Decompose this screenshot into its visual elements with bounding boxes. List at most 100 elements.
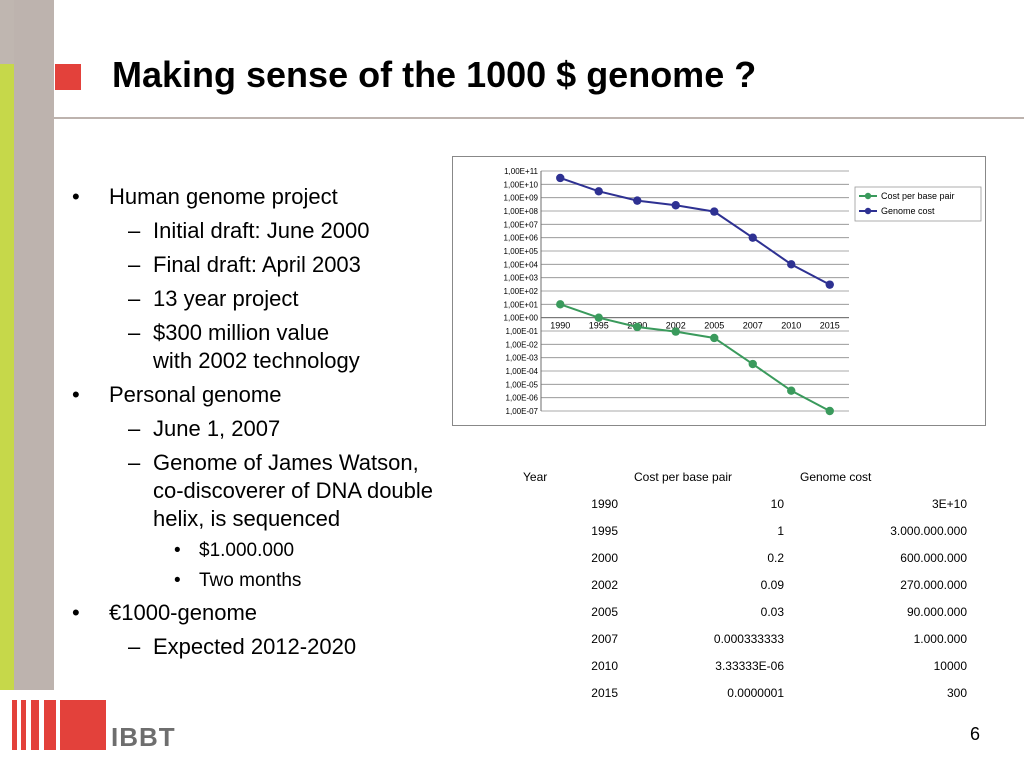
x-tick-label: 2010 xyxy=(781,321,801,331)
table-header-row: Year Cost per base pair Genome cost xyxy=(515,463,975,490)
data-point xyxy=(671,201,680,210)
table-cell-cost-per-bp: 1 xyxy=(777,523,784,538)
bullet-text: Two months xyxy=(199,570,302,591)
bullet-marker: • xyxy=(72,600,80,625)
cost-table: Year Cost per base pair Genome cost 1990… xyxy=(515,463,975,706)
table-cell-cost-per-bp: 3.33333E-06 xyxy=(715,658,784,673)
sub-bullet-item: – $300 million value with 2002 technology xyxy=(70,319,490,375)
table-cell-year: 1990 xyxy=(591,496,618,511)
bullet-text: Initial draft: June 2000 xyxy=(153,218,370,243)
legend-entry: Cost per base pair xyxy=(881,191,955,201)
table-cell-year: 1995 xyxy=(591,523,618,538)
table-cell-genome-cost: 3E+10 xyxy=(931,496,967,511)
sub-sub-bullet-item: • Two months xyxy=(70,569,490,593)
data-point xyxy=(556,173,565,183)
x-tick-label: 1995 xyxy=(589,321,609,331)
table-cell-genome-cost: 90.000.000 xyxy=(906,604,967,619)
series-line xyxy=(559,303,831,412)
title-divider xyxy=(14,117,1024,119)
bullet-marker: – xyxy=(128,416,141,441)
table-cell-genome-cost: 1.000.000 xyxy=(913,631,967,646)
table-row: 1990 10 3E+10 xyxy=(515,490,975,517)
slide-title: Making sense of the 1000 $ genome ? xyxy=(112,54,757,95)
cost-chart: 1,00E+11 1,00E+10 1,00E+09 1,00E+08 1,00E+07… xyxy=(452,156,986,426)
y-tick-label: 1,00E+07 xyxy=(504,220,539,229)
table-cell-cost-per-bp: 0.0000001 xyxy=(727,685,784,700)
bullet-marker: • xyxy=(174,540,181,561)
data-point xyxy=(633,322,642,332)
bullet-text: 13 year project xyxy=(153,286,299,311)
sub-bullet-item: – Initial draft: June 2000 xyxy=(70,217,490,245)
bullet-text: helix, is sequenced xyxy=(153,506,341,531)
data-point xyxy=(556,300,565,309)
table-cell-cost-per-bp: 0.03 xyxy=(760,604,784,619)
x-tick-label: 2007 xyxy=(743,321,763,331)
logo-stripe xyxy=(31,700,39,750)
y-tick-label: 1,00E+08 xyxy=(504,207,539,216)
bullet-marker: • xyxy=(72,184,80,209)
logo-stripe xyxy=(12,700,17,750)
bullet-marker: – xyxy=(128,252,141,277)
table-row: 1995 1 3.000.000.000 xyxy=(515,517,975,544)
y-tick-label: 1,00E+05 xyxy=(504,247,539,256)
bullet-text: Human genome project xyxy=(109,184,338,209)
sub-bullet-item: – June 1, 2007 xyxy=(70,415,490,443)
table-row: 2015 0.0000001 300 xyxy=(515,679,975,706)
data-point xyxy=(748,233,757,242)
y-tick-label: 1,00E-05 xyxy=(506,380,539,389)
bullet-text: €1000-genome xyxy=(109,600,258,625)
bullet-text: co-discoverer of DNA double xyxy=(153,478,434,503)
bullet-marker: – xyxy=(128,634,141,659)
data-point xyxy=(594,187,603,196)
logo-text: IBBT xyxy=(111,722,176,752)
page-number: 6 xyxy=(970,724,981,744)
table-cell-genome-cost: 270.000.000 xyxy=(900,577,967,592)
series-line xyxy=(559,177,831,286)
data-point xyxy=(825,280,834,289)
table-header-year: Year xyxy=(523,469,548,484)
legend-swatch-marker xyxy=(864,192,872,200)
data-point xyxy=(671,327,680,336)
decor-stripe-lime xyxy=(0,64,14,690)
y-tick-label: 1,00E+00 xyxy=(504,314,539,323)
table-cell-year: 2005 xyxy=(591,604,618,619)
bullet-list: • Human genome project – Initial draft: Ju… xyxy=(70,183,490,667)
bullet-marker: – xyxy=(128,320,141,345)
bullet-text: Final draft: April 2003 xyxy=(153,252,361,277)
data-point xyxy=(710,207,719,216)
bullet-item: • Human genome project xyxy=(70,183,490,211)
legend-entry: Genome cost xyxy=(881,206,935,216)
table-cell-cost-per-bp: 0.2 xyxy=(767,550,784,565)
bullet-text: $1.000.000 xyxy=(199,540,295,561)
sub-sub-bullet-item: • $1.000.000 xyxy=(70,539,490,563)
table-header-cost-per-bp: Cost per base pair xyxy=(634,469,733,484)
x-tick-label: 2015 xyxy=(820,321,840,331)
y-tick-label: 1,00E+10 xyxy=(504,180,539,189)
bullet-marker: • xyxy=(174,570,181,591)
table-row: 2007 0.000333333 1.000.000 xyxy=(515,625,975,652)
x-tick-label: 2005 xyxy=(704,321,724,331)
bullet-text: Expected 2012-2020 xyxy=(153,634,357,659)
y-tick-label: 1,00E+09 xyxy=(504,194,539,203)
logo-stripe xyxy=(44,700,56,750)
bullet-text: with 2002 technology xyxy=(153,348,360,373)
bullet-text: June 1, 2007 xyxy=(153,416,281,441)
sub-bullet-item: – Final draft: April 2003 xyxy=(70,251,490,279)
table-row: 2000 0.2 600.000.000 xyxy=(515,544,975,571)
sub-bullet-item: – Genome of James Watson, co-discoverer of… xyxy=(70,449,490,533)
table-cell-year: 2000 xyxy=(591,550,618,565)
y-tick-label: 1,00E-04 xyxy=(506,367,539,376)
data-point xyxy=(787,260,796,269)
y-tick-label: 1,00E-07 xyxy=(506,407,539,416)
data-point xyxy=(710,333,719,343)
bullet-marker: – xyxy=(128,450,141,475)
table-cell-genome-cost: 300 xyxy=(946,685,967,700)
table-row: 2005 0.03 90.000.000 xyxy=(515,598,975,625)
bullet-text: Personal genome xyxy=(109,382,282,407)
decor-stripe-gray-wide xyxy=(14,0,54,690)
logo-stripe xyxy=(60,700,106,750)
table-cell-cost-per-bp: 0.09 xyxy=(760,577,784,592)
bullet-marker: – xyxy=(128,286,141,311)
data-point xyxy=(594,313,603,322)
y-tick-label: 1,00E-02 xyxy=(506,340,539,349)
